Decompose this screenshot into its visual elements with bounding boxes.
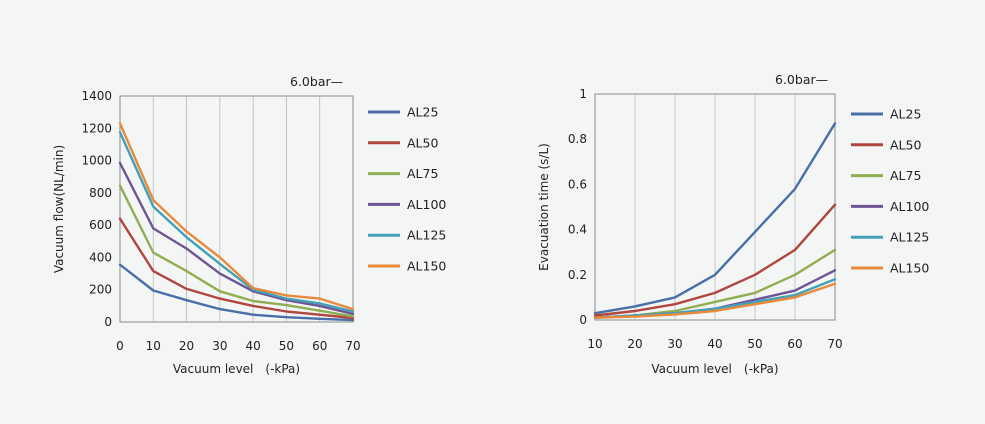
- chart-2: 0 0.2 0.4 0.6 0.8 1 10 20 30 40 50 60 70 Vacuum level…: [537, 72, 929, 376]
- legend-label-al100: AL100: [890, 199, 929, 214]
- series-line-al125: [118, 131, 355, 313]
- y-tick-label: 0.6: [568, 177, 587, 191]
- y-tick-label: 0: [104, 315, 112, 329]
- y-tick-label: 1200: [81, 121, 112, 135]
- legend: AL25 AL50 AL75 AL100 AL125 AL150: [368, 105, 446, 274]
- series-line-al25: [593, 122, 837, 315]
- legend-label-al25: AL25: [407, 105, 438, 120]
- y-tick-label: 0.2: [568, 268, 587, 282]
- x-tick-label: 70: [345, 339, 360, 353]
- plot-area: [119, 95, 354, 323]
- chart-1: 0 200 400 600 800 1000 1200 1400 0 10 20 30 40 50 60 70…: [52, 74, 446, 376]
- pressure-label: 6.0bar—: [775, 72, 828, 87]
- y-tick-label: 800: [89, 186, 112, 200]
- series-line-al25: [118, 263, 355, 322]
- legend-label-al75: AL75: [890, 168, 921, 183]
- legend-label-al125: AL125: [407, 228, 446, 243]
- legend-label-al75: AL75: [407, 166, 438, 181]
- x-tick-label: 60: [312, 339, 327, 353]
- series-line-al50: [593, 203, 837, 317]
- x-axis-title: Vacuum level (-kPa): [651, 362, 778, 376]
- series-line-al50: [118, 217, 355, 320]
- legend-label-al125: AL125: [890, 230, 929, 245]
- pressure-label: 6.0bar—: [290, 74, 343, 89]
- x-tick-label: 60: [787, 337, 802, 351]
- y-tick-label: 1: [579, 87, 587, 101]
- legend: AL25 AL50 AL75 AL100 AL125 AL150: [851, 107, 929, 276]
- y-axis-title: Evacuation time (s/L): [537, 143, 551, 271]
- x-tick-label: 10: [587, 337, 602, 351]
- y-tick-label: 0.8: [568, 132, 587, 146]
- y-tick-label: 400: [89, 250, 112, 264]
- y-tick-label: 200: [89, 283, 112, 297]
- y-tick-label: 600: [89, 218, 112, 232]
- legend-label-al150: AL150: [890, 261, 929, 276]
- y-tick-label: 1000: [81, 154, 112, 168]
- x-tick-label: 10: [146, 339, 161, 353]
- x-tick-label: 50: [747, 337, 762, 351]
- series-line-al75: [118, 184, 355, 318]
- x-tick-label: 0: [116, 339, 124, 353]
- series-line-al100: [118, 161, 355, 316]
- series-line-al150: [593, 282, 837, 319]
- x-tick-label: 50: [279, 339, 294, 353]
- y-tick-label: 1400: [81, 89, 112, 103]
- y-tick-label: 0.4: [568, 223, 587, 237]
- x-tick-label: 40: [246, 339, 261, 353]
- legend-label-al100: AL100: [407, 197, 446, 212]
- legend-label-al150: AL150: [407, 259, 446, 274]
- x-tick-label: 70: [827, 337, 842, 351]
- x-tick-label: 20: [627, 337, 642, 351]
- legend-label-al50: AL50: [407, 135, 438, 150]
- y-tick-label: 0: [579, 313, 587, 327]
- x-tick-label: 30: [667, 337, 682, 351]
- y-axis-title: Vacuum flow(NL/min): [52, 145, 66, 273]
- legend-label-al50: AL50: [890, 137, 921, 152]
- x-axis-title: Vacuum level (-kPa): [173, 362, 300, 376]
- legend-label-al25: AL25: [890, 107, 921, 122]
- series-line-al150: [118, 122, 355, 311]
- x-tick-label: 40: [707, 337, 722, 351]
- x-tick-label: 30: [212, 339, 227, 353]
- x-tick-label: 20: [179, 339, 194, 353]
